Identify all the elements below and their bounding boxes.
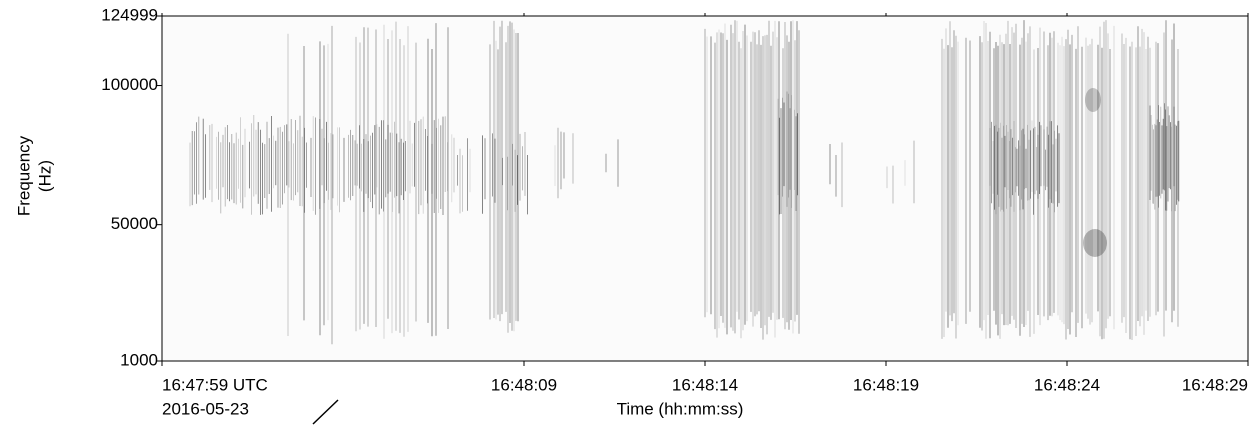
plot-area	[162, 16, 1248, 361]
x-axis-label: Time (hh:mm:ss)	[617, 399, 744, 418]
y-tick-label: 100000	[101, 75, 158, 94]
x-tick-label: 16:47:59 UTC	[162, 375, 268, 394]
texture-blob	[1083, 229, 1107, 257]
x-tick-label: 16:48:24	[1034, 375, 1100, 394]
y-tick-label: 1000	[120, 350, 158, 369]
x-tick-label: 16:48:09	[491, 375, 557, 394]
x-tick-label: 16:48:14	[672, 375, 738, 394]
annotation-stroke	[312, 399, 339, 425]
date-label: 2016-05-23	[162, 399, 249, 418]
x-tick-label: 16:48:29	[1182, 375, 1248, 394]
y-axis-unit: (Hz)	[35, 160, 54, 192]
spectrogram-texture	[189, 20, 1180, 345]
y-tick-label: 124999	[101, 5, 158, 24]
y-tick-label: 50000	[111, 214, 158, 233]
texture-blob	[1085, 88, 1101, 112]
y-axis-label: Frequency	[14, 135, 33, 216]
x-tick-label: 16:48:19	[853, 375, 919, 394]
